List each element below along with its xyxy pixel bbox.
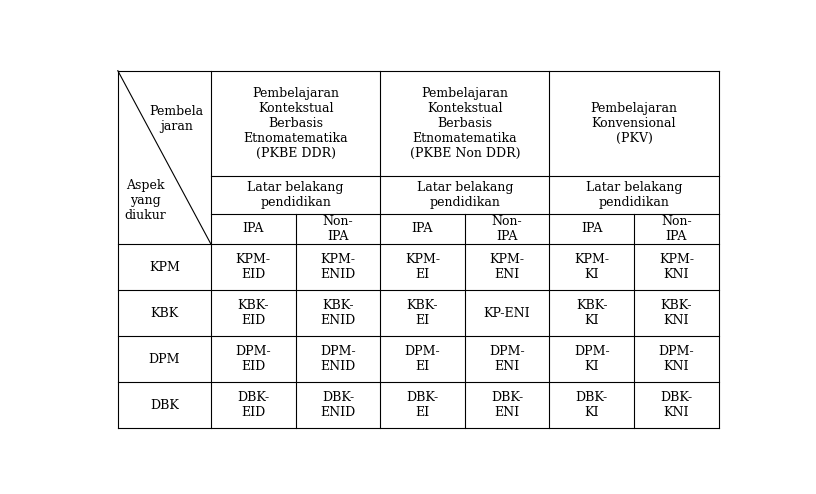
Text: Latar belakang
pendidikan: Latar belakang pendidikan (586, 181, 682, 209)
Text: Non-
IPA: Non- IPA (492, 215, 522, 243)
Text: IPA: IPA (242, 222, 264, 236)
Text: DBK-
KNI: DBK- KNI (660, 391, 692, 419)
Text: DBK: DBK (150, 399, 179, 412)
Text: KBK-
EI: KBK- EI (406, 299, 438, 327)
Text: Pembela
jaran: Pembela jaran (149, 105, 203, 133)
Text: DPM-
KI: DPM- KI (574, 345, 610, 373)
Text: KPM-
ENI: KPM- ENI (490, 253, 525, 281)
Text: KPM-
KI: KPM- KI (574, 253, 610, 281)
Text: KBK-
KNI: KBK- KNI (660, 299, 692, 327)
Text: Non-
IPA: Non- IPA (661, 215, 692, 243)
Text: KBK-
ENID: KBK- ENID (320, 299, 356, 327)
Text: DPM-
ENID: DPM- ENID (320, 345, 356, 373)
Text: Non-
IPA: Non- IPA (322, 215, 353, 243)
Text: KPM-
KNI: KPM- KNI (659, 253, 694, 281)
Text: Pembelajaran
Kontekstual
Berbasis
Etnomatematika
(PKBE DDR): Pembelajaran Kontekstual Berbasis Etnoma… (243, 87, 348, 160)
Text: DPM-
KNI: DPM- KNI (659, 345, 694, 373)
Text: KPM-
ENID: KPM- ENID (320, 253, 356, 281)
Text: DBK-
EI: DBK- EI (406, 391, 438, 419)
Text: Aspek
yang
diukur: Aspek yang diukur (125, 179, 166, 222)
Text: DBK-
EID: DBK- EID (237, 391, 269, 419)
Text: Latar belakang
pendidikan: Latar belakang pendidikan (247, 181, 344, 209)
Text: KPM-
EID: KPM- EID (236, 253, 271, 281)
Text: DBK-
KI: DBK- KI (575, 391, 608, 419)
Text: KPM-
EI: KPM- EI (405, 253, 440, 281)
Text: DPM-
EI: DPM- EI (405, 345, 441, 373)
Text: KP-ENI: KP-ENI (484, 307, 530, 320)
Text: KPM: KPM (149, 261, 180, 274)
Text: DPM-
ENI: DPM- ENI (490, 345, 525, 373)
Text: DPM-
EID: DPM- EID (236, 345, 271, 373)
Text: KBK: KBK (150, 307, 179, 320)
Text: Pembelajaran
Kontekstual
Berbasis
Etnomatematika
(PKBE Non DDR): Pembelajaran Kontekstual Berbasis Etnoma… (410, 87, 520, 160)
Text: Latar belakang
pendidikan: Latar belakang pendidikan (416, 181, 513, 209)
Text: DBK-
ENI: DBK- ENI (491, 391, 523, 419)
Text: KBK-
KI: KBK- KI (576, 299, 607, 327)
Text: KBK-
EID: KBK- EID (237, 299, 269, 327)
Text: Pembelajaran
Konvensional
(PKV): Pembelajaran Konvensional (PKV) (591, 102, 677, 145)
Text: DPM: DPM (149, 353, 180, 366)
Text: IPA: IPA (581, 222, 602, 236)
Text: DBK-
ENID: DBK- ENID (320, 391, 356, 419)
Text: IPA: IPA (412, 222, 433, 236)
